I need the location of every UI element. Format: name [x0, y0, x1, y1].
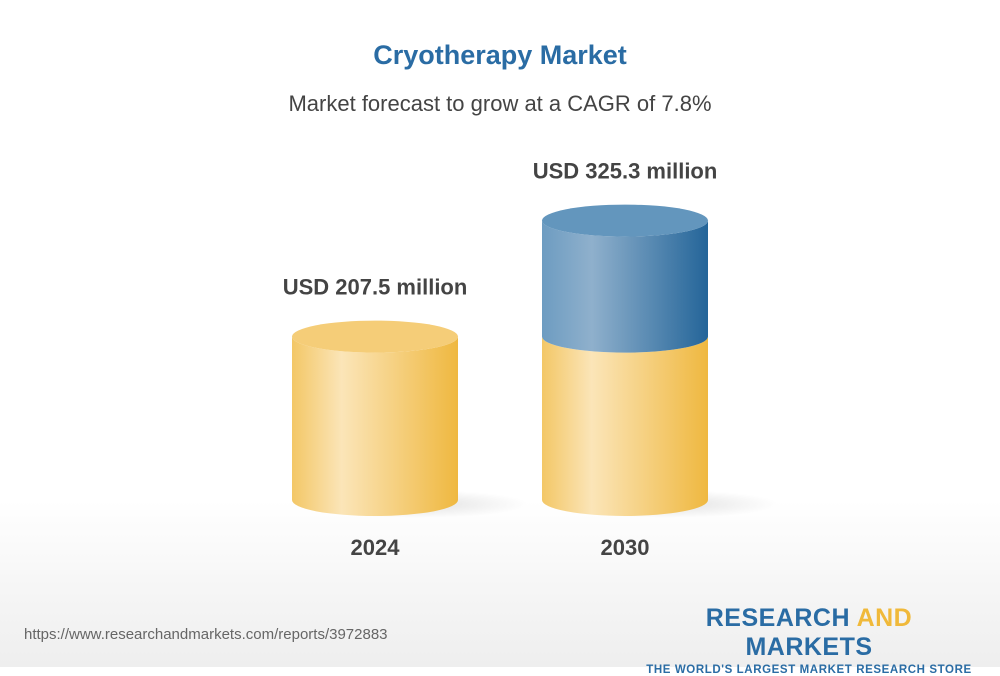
chart-title: Cryotherapy Market — [373, 40, 627, 70]
data-label: USD 207.5 million — [283, 275, 468, 300]
data-label: USD 325.3 million — [533, 159, 718, 184]
bar-2030-growth — [542, 220, 708, 353]
research-and-markets-logo: RESEARCH AND MARKETS THE WORLD'S LARGEST… — [646, 604, 972, 676]
category-label: 2030 — [601, 535, 650, 560]
bar-2030-base — [542, 336, 708, 516]
cylinder-chart: USD 207.5 million 2024 USD 325.3 million 20… — [283, 159, 778, 560]
bar-top-cap — [542, 204, 708, 237]
category-label: 2024 — [351, 535, 401, 560]
bar-2024-base — [292, 336, 458, 516]
report-url[interactable]: https://www.researchandmarkets.com/repor… — [24, 626, 388, 643]
chart-subtitle: Market forecast to grow at a CAGR of 7.8… — [288, 91, 712, 116]
bar-top-cap — [292, 320, 458, 353]
